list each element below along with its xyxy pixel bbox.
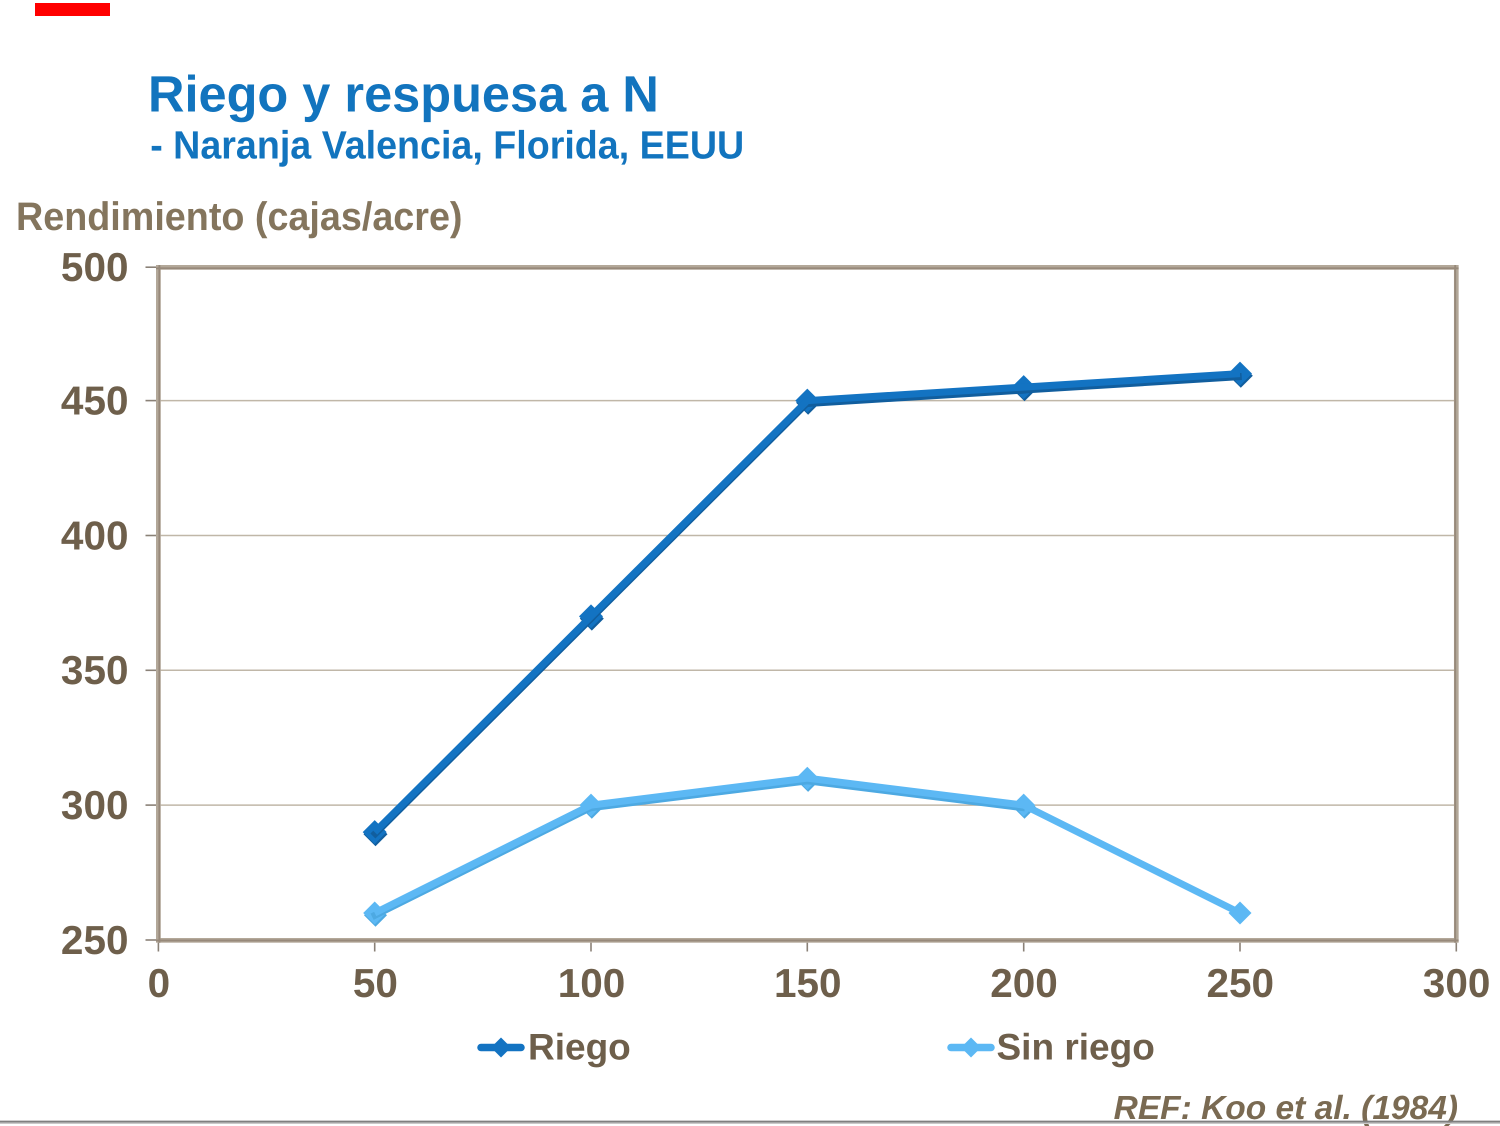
svg-text:250: 250 — [1207, 960, 1275, 1006]
svg-text:- Naranja Valencia, Florida, E: - Naranja Valencia, Florida, EEUU — [150, 123, 744, 167]
svg-text:250: 250 — [61, 917, 129, 963]
svg-text:50: 50 — [353, 960, 398, 1006]
svg-text:Rendimiento (cajas/acre): Rendimiento (cajas/acre) — [16, 195, 463, 239]
svg-text:Sin riego: Sin riego — [997, 1027, 1155, 1068]
svg-text:450: 450 — [61, 378, 129, 424]
svg-text:300: 300 — [61, 782, 129, 828]
svg-text:150: 150 — [774, 960, 842, 1006]
svg-text:Riego y respuesa a N: Riego y respuesa a N — [148, 66, 659, 123]
svg-text:0: 0 — [148, 960, 171, 1006]
svg-text:400: 400 — [61, 512, 129, 558]
svg-text:200: 200 — [990, 960, 1058, 1006]
svg-text:500: 500 — [61, 244, 129, 290]
svg-text:300: 300 — [1423, 960, 1491, 1006]
svg-text:REF: Koo et al. (1984): REF: Koo et al. (1984) — [1114, 1090, 1458, 1126]
svg-text:100: 100 — [558, 960, 626, 1006]
svg-text:Riego: Riego — [528, 1027, 631, 1068]
svg-text:350: 350 — [61, 647, 129, 693]
